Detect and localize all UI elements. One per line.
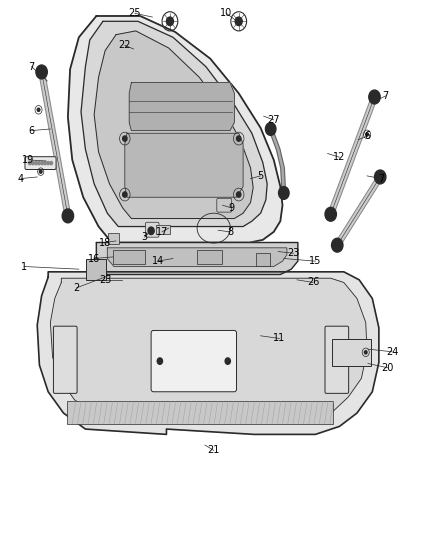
Circle shape <box>166 17 173 26</box>
Circle shape <box>366 133 368 136</box>
Circle shape <box>35 161 37 165</box>
Text: 17: 17 <box>156 227 168 237</box>
Polygon shape <box>96 243 298 274</box>
Text: 15: 15 <box>309 256 321 266</box>
Circle shape <box>37 108 40 111</box>
Text: 2: 2 <box>74 283 80 293</box>
FancyBboxPatch shape <box>53 326 77 393</box>
Circle shape <box>28 161 31 165</box>
Text: 4: 4 <box>18 174 24 183</box>
FancyBboxPatch shape <box>256 253 270 266</box>
Polygon shape <box>37 272 379 434</box>
Text: 20: 20 <box>381 363 394 373</box>
FancyBboxPatch shape <box>332 339 371 366</box>
Polygon shape <box>125 133 243 197</box>
Circle shape <box>364 351 367 354</box>
Text: 18: 18 <box>99 238 111 247</box>
Text: 7: 7 <box>382 91 389 101</box>
Text: 24: 24 <box>386 347 398 357</box>
Text: 14: 14 <box>152 256 164 266</box>
Text: 1: 1 <box>21 262 27 271</box>
Circle shape <box>62 209 74 223</box>
Circle shape <box>39 170 42 173</box>
Polygon shape <box>107 248 287 266</box>
Circle shape <box>157 358 162 365</box>
Circle shape <box>47 161 49 165</box>
FancyBboxPatch shape <box>67 401 333 424</box>
Circle shape <box>50 161 53 165</box>
Text: 22: 22 <box>119 41 131 50</box>
FancyBboxPatch shape <box>151 330 237 392</box>
Polygon shape <box>94 31 253 219</box>
FancyBboxPatch shape <box>86 259 106 280</box>
FancyBboxPatch shape <box>217 198 232 212</box>
Text: 7: 7 <box>28 62 35 71</box>
Circle shape <box>123 192 127 197</box>
Text: 5: 5 <box>258 171 264 181</box>
Circle shape <box>325 207 336 221</box>
Circle shape <box>225 358 230 365</box>
Text: 12: 12 <box>333 152 346 162</box>
Circle shape <box>41 161 43 165</box>
Circle shape <box>235 17 242 26</box>
Text: 21: 21 <box>208 446 220 455</box>
FancyBboxPatch shape <box>325 326 349 393</box>
Circle shape <box>237 136 241 141</box>
Text: 19: 19 <box>22 155 35 165</box>
Circle shape <box>332 238 343 252</box>
Circle shape <box>44 161 46 165</box>
Text: 3: 3 <box>141 232 148 242</box>
Text: 7: 7 <box>378 174 384 183</box>
Text: 23: 23 <box>287 248 300 258</box>
Text: 8: 8 <box>227 227 233 237</box>
Circle shape <box>374 170 386 184</box>
Circle shape <box>265 123 276 135</box>
FancyBboxPatch shape <box>108 233 119 244</box>
Text: 25: 25 <box>129 9 141 18</box>
Text: 10: 10 <box>220 9 233 18</box>
Text: 26: 26 <box>307 278 319 287</box>
Circle shape <box>369 90 380 104</box>
Text: 6: 6 <box>28 126 35 135</box>
Polygon shape <box>129 83 234 131</box>
Circle shape <box>36 65 47 79</box>
Text: 27: 27 <box>268 115 280 125</box>
Text: 23: 23 <box>99 275 111 285</box>
Circle shape <box>38 161 40 165</box>
Polygon shape <box>50 278 367 418</box>
Text: 9: 9 <box>228 203 234 213</box>
FancyBboxPatch shape <box>25 157 56 169</box>
Circle shape <box>279 187 289 199</box>
Polygon shape <box>68 16 283 243</box>
FancyBboxPatch shape <box>145 222 159 237</box>
Circle shape <box>32 161 34 165</box>
Circle shape <box>237 192 241 197</box>
Polygon shape <box>81 21 267 227</box>
Text: 6: 6 <box>365 131 371 141</box>
Text: 11: 11 <box>273 334 286 343</box>
FancyBboxPatch shape <box>156 225 170 234</box>
Circle shape <box>123 136 127 141</box>
FancyBboxPatch shape <box>113 250 145 264</box>
Text: 16: 16 <box>88 254 100 263</box>
Circle shape <box>148 227 154 235</box>
FancyBboxPatch shape <box>197 250 222 264</box>
